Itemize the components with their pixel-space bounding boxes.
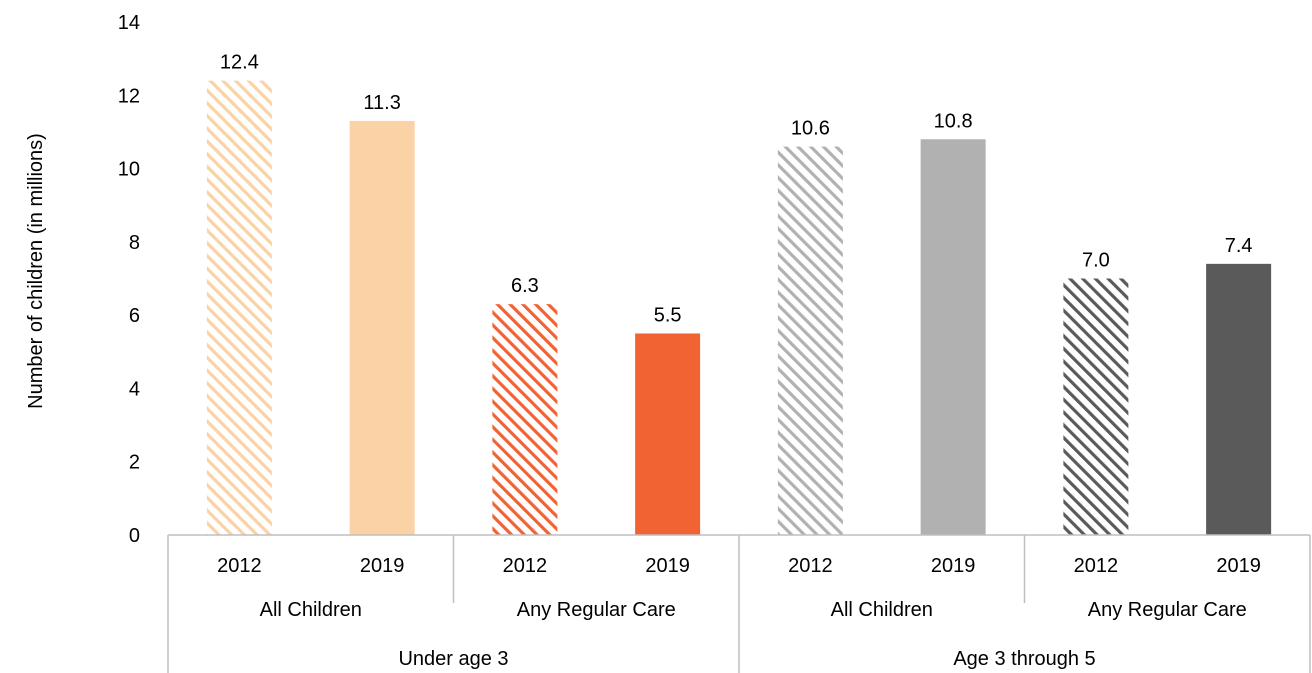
y-tick-label: 6 — [129, 305, 140, 327]
bar-value-label: 5.5 — [654, 304, 682, 326]
bar-1-1-1 — [1206, 263, 1272, 535]
y-tick-label: 12 — [118, 85, 140, 107]
bar-value-label: 10.8 — [934, 110, 973, 132]
bar-value-label: 6.3 — [511, 275, 539, 297]
x-category-label: Any Regular Care — [517, 599, 676, 621]
y-tick-label: 2 — [129, 452, 140, 474]
bar-1-1-0 — [1063, 278, 1129, 535]
bars-group — [206, 80, 1272, 536]
bar-0-1-0 — [492, 304, 558, 535]
x-category-label: All Children — [260, 599, 362, 621]
y-tick-label: 8 — [129, 232, 140, 254]
x-category-label: Any Regular Care — [1088, 599, 1247, 621]
axis-lines — [167, 534, 1311, 673]
x-axis-labels: 2012 2019 2012 2019 2012 2019 2012 2019 All Chil… — [217, 555, 1261, 670]
y-tick-label: 10 — [118, 159, 140, 181]
bar-value-label: 11.3 — [363, 92, 400, 114]
bar-value-label: 12.4 — [220, 52, 259, 74]
bar-value-label: 7.0 — [1082, 250, 1110, 272]
bar-0-0-1 — [349, 120, 415, 535]
x-year-label: 2019 — [360, 555, 405, 577]
bar-value-label: 10.6 — [791, 118, 830, 140]
bar-0-0-0 — [206, 80, 272, 535]
bar-0-1-1 — [635, 333, 701, 535]
x-group-label: Age 3 through 5 — [953, 648, 1095, 670]
y-tick-label: 0 — [129, 525, 140, 547]
x-year-label: 2012 — [788, 555, 833, 577]
x-year-label: 2012 — [1074, 555, 1119, 577]
bar-1-0-0 — [777, 146, 843, 536]
x-group-label: Under age 3 — [398, 648, 508, 670]
y-tick-label: 14 — [118, 12, 140, 34]
y-tick-label: 4 — [129, 378, 140, 400]
x-year-label: 2019 — [931, 555, 976, 577]
value-labels-group: 12.4 11.3 6.3 5.5 10.6 10.8 7.0 7.4 — [220, 52, 1253, 327]
x-category-label: All Children — [831, 599, 933, 621]
bar-1-0-1 — [920, 139, 986, 535]
y-axis-label: Number of children (in millions) — [25, 133, 47, 409]
x-year-label: 2012 — [217, 555, 262, 577]
x-year-label: 2012 — [503, 555, 548, 577]
x-year-label: 2019 — [1216, 555, 1261, 577]
bar-value-label: 7.4 — [1225, 235, 1253, 257]
y-axis-ticks: 0 2 4 6 8 10 12 14 — [118, 12, 140, 547]
x-year-label: 2019 — [645, 555, 690, 577]
